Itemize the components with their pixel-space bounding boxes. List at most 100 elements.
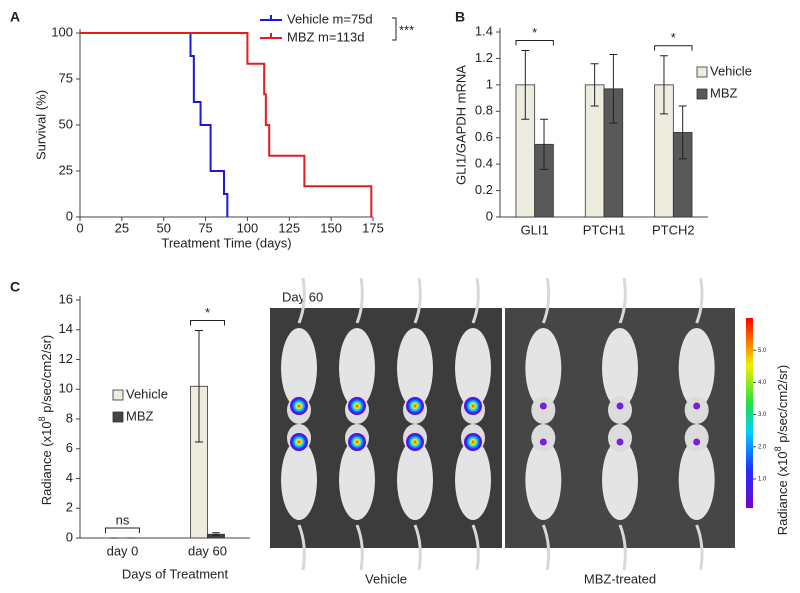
annotation: *** [399, 22, 414, 37]
legend-swatch [696, 88, 708, 100]
legend-label: MBZ m=113d [287, 29, 364, 44]
x-tick-label: day 60 [188, 543, 227, 558]
error-bar [678, 105, 687, 160]
y-tick-label: 10 [59, 381, 73, 396]
error-bar [521, 50, 530, 120]
y-tick-label: 0.4 [475, 156, 493, 171]
bioluminescence [348, 433, 366, 451]
mouse-body [281, 328, 317, 408]
y-tick-label: 16 [59, 291, 73, 306]
y-tick-label: 6 [66, 440, 73, 455]
group-label: MBZ-treated [584, 571, 656, 586]
significance-bracket [190, 319, 225, 326]
legend-swatch [112, 389, 124, 401]
bioluminescence [290, 433, 308, 451]
x-tick-label: 150 [320, 220, 342, 235]
legend-label: Vehicle m=75d [287, 11, 373, 26]
x-tick-label: day 0 [107, 543, 139, 558]
mouse-body [602, 328, 638, 408]
mouse-body [455, 328, 491, 408]
group-label: Vehicle [365, 571, 407, 586]
mouse-head [684, 396, 709, 424]
x-axis-label: Treatment Time (days) [161, 235, 291, 250]
x-tick-label: PTCH1 [583, 222, 626, 237]
mouse-tail [355, 524, 364, 571]
mouse-tail [471, 524, 480, 571]
annotation: * [205, 305, 210, 320]
y-tick-label: 12 [59, 351, 73, 366]
mouse-tail [541, 524, 551, 571]
mouse-tail [618, 277, 627, 324]
mouse-body [339, 440, 375, 520]
y-axis-label: Radiance (x108 p/sec/cm2/sr) [37, 335, 54, 505]
y-axis-label: Survival (%) [33, 90, 48, 160]
mouse-head [608, 424, 632, 452]
error-bar [609, 53, 618, 124]
x-tick-label: 175 [362, 220, 384, 235]
mouse-tail [695, 524, 704, 571]
panel-label: B [455, 9, 465, 25]
y-tick-label: 1 [486, 76, 493, 91]
colorbar-tick-label: 4.0 [758, 380, 767, 386]
bioluminescence [406, 433, 424, 451]
bioluminescence [539, 438, 547, 446]
label-part: p/sec/cm2/sr) [775, 365, 790, 447]
significance-bracket [654, 45, 693, 51]
mouse-tail [618, 524, 627, 571]
y-tick-label: 50 [59, 116, 73, 131]
y-tick-label: 25 [59, 162, 73, 177]
mouse-body [397, 328, 433, 408]
significance-bracket [392, 17, 397, 41]
x-tick-label: GLI1 [521, 222, 549, 237]
x-tick-label: 75 [198, 220, 212, 235]
bioluminescence [464, 397, 482, 415]
mouse-body [281, 440, 317, 520]
label-sup: 8 [773, 446, 783, 451]
colorbar-tick-label: 3.0 [758, 412, 767, 418]
label-part: p/sec/cm2/sr) [39, 335, 54, 417]
mouse-body [678, 328, 715, 408]
annotation: ns [116, 512, 130, 527]
y-tick-label: 0.2 [475, 182, 493, 197]
y-tick-label: 0.8 [475, 103, 493, 118]
error-bar [590, 63, 599, 107]
y-tick-label: 0 [486, 208, 493, 223]
bioluminescence [539, 402, 547, 410]
y-tick-label: 0 [66, 529, 73, 544]
mouse-body [455, 440, 491, 520]
colorbar [746, 318, 753, 508]
colorbar-tick-label: 1.0 [758, 477, 767, 483]
annotation: * [671, 30, 676, 45]
mouse-tail [297, 277, 306, 324]
mouse-body [602, 440, 638, 520]
mouse-tail [695, 277, 704, 324]
y-tick-label: 8 [66, 410, 73, 425]
bioluminescence [464, 433, 482, 451]
annotation: * [532, 25, 537, 40]
error-bar [540, 118, 549, 170]
y-tick-label: 14 [59, 321, 73, 336]
bioluminescence [616, 438, 624, 446]
legend-swatch [112, 411, 124, 423]
x-tick-label: 100 [237, 220, 259, 235]
mouse-tail [541, 277, 551, 324]
bioluminescence [616, 402, 624, 410]
legend-swatch [696, 66, 708, 78]
mouse-head [684, 424, 709, 452]
legend-label: MBZ [710, 85, 738, 100]
error-bar [659, 55, 668, 115]
mouse-head [531, 396, 556, 424]
image-title: Day 60 [282, 289, 323, 304]
y-tick-label: 2 [66, 500, 73, 515]
bioluminescence [348, 397, 366, 415]
legend-label: Vehicle [126, 386, 168, 401]
x-tick-label: 25 [115, 220, 129, 235]
x-tick-label: 50 [156, 220, 170, 235]
y-tick-label: 1.4 [475, 23, 493, 38]
mouse-head [531, 424, 556, 452]
y-tick-label: 0 [66, 208, 73, 223]
label-part: Radiance (x10 [775, 451, 790, 535]
survival-line [80, 32, 229, 217]
